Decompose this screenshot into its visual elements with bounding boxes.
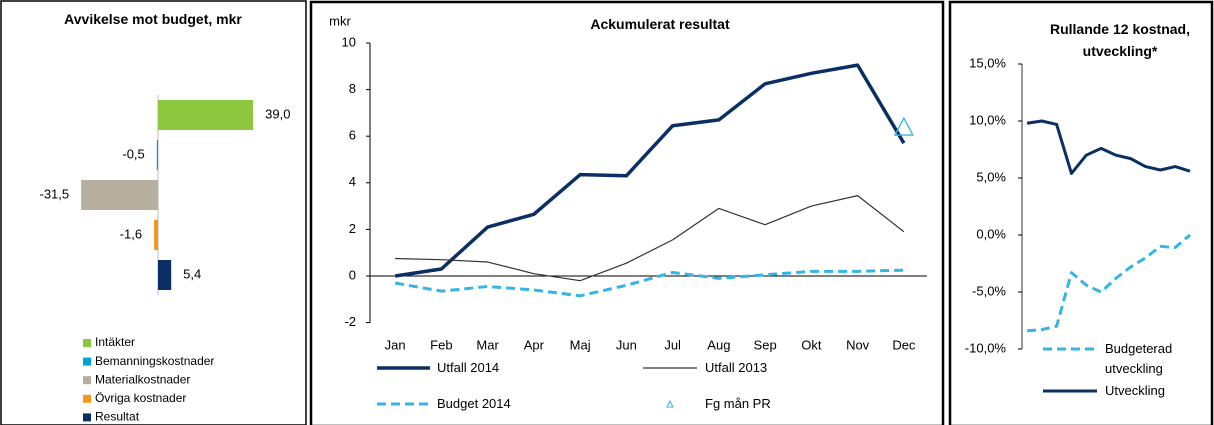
value-label: -31,5 <box>39 186 69 201</box>
chart-title: Rullande 12 kostnad, utveckling* <box>1049 21 1191 59</box>
y-tick-label: -2 <box>344 314 356 329</box>
legend-label: Övriga kostnader <box>95 391 186 405</box>
chart-title: Ackumulerat resultat <box>590 16 730 32</box>
x-tick-label: Aug <box>707 337 730 352</box>
y-tick-label: 4 <box>349 174 356 189</box>
legend-label: Intäkter <box>95 335 135 349</box>
series-line <box>394 268 904 298</box>
series-line <box>394 63 906 278</box>
value-label: 39,0 <box>265 106 290 121</box>
chart-title: Avvikelse mot budget, mkr <box>64 11 242 27</box>
legend-swatch <box>83 394 91 403</box>
marker <box>893 116 914 136</box>
bar <box>158 100 254 130</box>
legend-swatch <box>83 357 91 366</box>
legend-label: Utfall 2013 <box>705 360 768 375</box>
legend-swatch <box>83 339 91 347</box>
legend-label: Fg mån PR <box>705 396 771 411</box>
y-tick-label: 2 <box>349 221 356 236</box>
legend-label: Utveckling <box>1105 383 1165 398</box>
legend-label: Utfall 2014 <box>437 360 500 375</box>
y-tick-label: 10,0% <box>969 112 1006 127</box>
x-tick-label: Mar <box>476 337 499 352</box>
y-tick-label: 15,0% <box>969 55 1006 70</box>
panel <box>948 0 1214 425</box>
y-tick-label: 8 <box>349 81 356 96</box>
y-tick-label: 6 <box>349 128 356 143</box>
legend-label: Budget 2014 <box>437 396 511 411</box>
legend-swatch <box>83 413 91 422</box>
legend-label: Budgeterad utveckling <box>1105 341 1173 376</box>
x-tick-label: Okt <box>801 337 822 352</box>
bar <box>156 140 158 170</box>
x-tick-label: Jul <box>664 337 681 352</box>
panel <box>0 0 307 425</box>
x-tick-label: Jan <box>385 337 406 352</box>
legend-label: Bemanningskostnader <box>95 354 214 368</box>
bar <box>158 260 172 290</box>
value-label: 5,4 <box>183 266 201 281</box>
series-line <box>395 195 905 282</box>
y-tick-label: -10,0% <box>965 340 1007 355</box>
legend-label: Materialkostnader <box>95 372 190 386</box>
series-line <box>1026 233 1191 333</box>
series-line <box>1026 119 1191 175</box>
value-label: -1,6 <box>120 226 142 241</box>
y-tick-label: 0 <box>349 267 356 282</box>
bar <box>81 180 158 210</box>
x-tick-label: Jun <box>616 337 637 352</box>
x-tick-label: Maj <box>570 337 591 352</box>
x-tick-label: Feb <box>430 337 452 352</box>
bar <box>154 220 158 250</box>
y-tick-label: -5,0% <box>972 283 1006 298</box>
value-label: -0,5 <box>122 146 144 161</box>
y-tick-label: 5,0% <box>976 169 1006 184</box>
legend-label: Resultat <box>95 410 140 424</box>
x-tick-label: Nov <box>846 337 870 352</box>
panel <box>309 0 945 425</box>
y-tick-label: 0,0% <box>976 226 1006 241</box>
x-tick-label: Apr <box>524 337 545 352</box>
x-tick-label: Dec <box>892 337 916 352</box>
y-axis-label: mkr <box>329 13 351 28</box>
y-tick-label: 10 <box>342 34 356 49</box>
legend-swatch <box>83 376 91 385</box>
x-tick-label: Sep <box>754 337 777 352</box>
legend-marker <box>666 399 674 408</box>
